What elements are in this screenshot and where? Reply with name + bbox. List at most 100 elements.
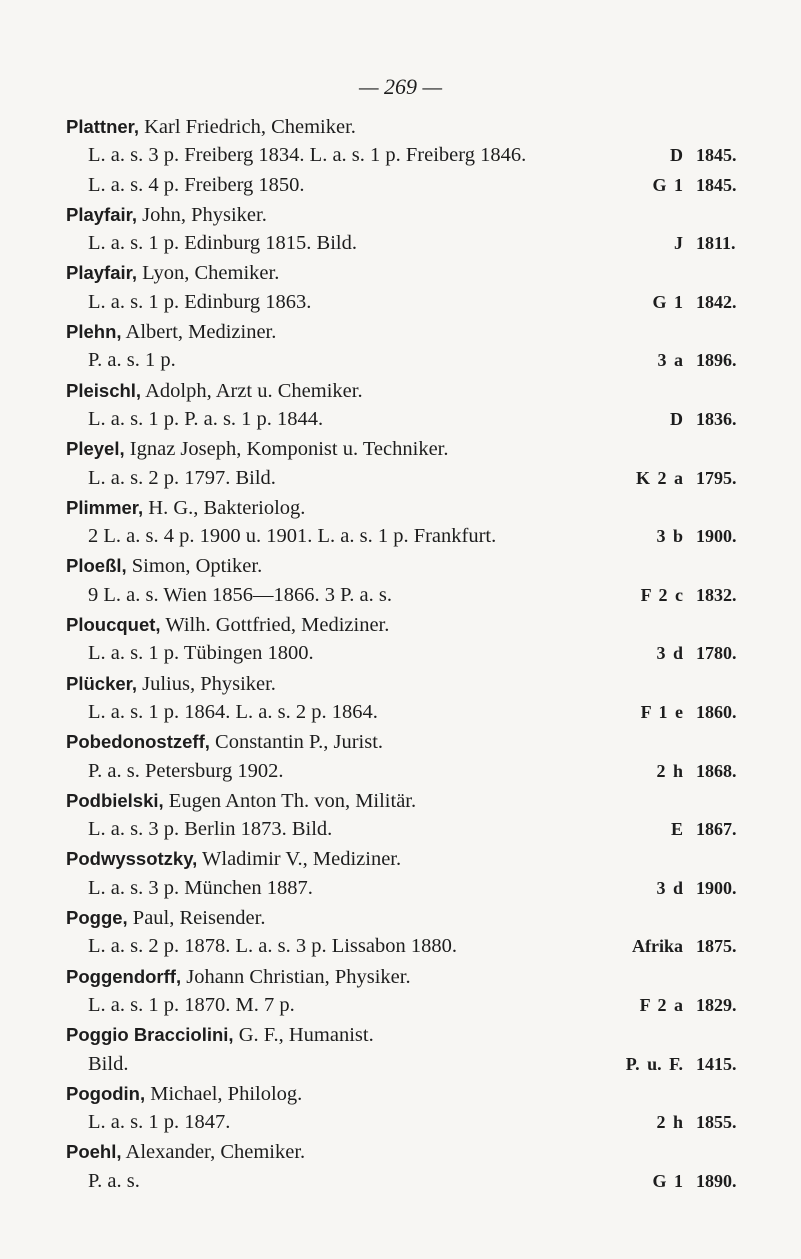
entry-line: L. a. s. 2 p. 1797. Bild. K 2 a 1795. — [66, 464, 766, 493]
signature: D — [670, 408, 683, 429]
entry-description: Constantin P., Jurist. — [215, 731, 384, 754]
entry-name: Poggio Bracciolini, — [66, 1024, 234, 1046]
line-text: P. a. s. Petersburg 1902. — [88, 759, 284, 782]
signature: E — [670, 819, 683, 840]
year: 1860. — [696, 701, 737, 722]
line-text: 2 L. a. s. 4 p. 1900 u. 1901. L. a. s. 1… — [88, 525, 497, 548]
year: 1896. — [696, 350, 737, 371]
line-text: L. a. s. 3 p. Freiberg 1834. L. a. s. 1 … — [88, 144, 527, 167]
line-text: P. a. s. 1 p. — [88, 349, 176, 372]
signature: J — [674, 233, 683, 254]
entry-description: H. G., Bakteriolog. — [148, 496, 306, 519]
entry-description: Eugen Anton Th. von, Militär. — [168, 789, 417, 812]
entry-line: L. a. s. 1 p. Edinburg 1815. Bild. J 1811. — [66, 229, 766, 258]
year: 1890. — [696, 1170, 737, 1191]
entry-heading: Pogodin, Michael, Philolog. — [66, 1079, 766, 1108]
entry-line: L. a. s. 1 p. Edinburg 1863. G 1 1842. — [66, 288, 766, 317]
signature: K 2 a — [635, 467, 683, 488]
line-text: L. a. s. 1 p. 1847. — [88, 1111, 231, 1134]
line-text: L. a. s. 1 p. 1864. L. a. s. 2 p. 1864. — [88, 700, 378, 723]
entry-name: Pleyel, — [66, 438, 125, 460]
year: 1868. — [696, 760, 737, 781]
entry-line: L. a. s. 1 p. Tübingen 1800. 3 d 1780. — [66, 639, 766, 668]
entry-heading: Podwyssotzky, Wladimir V., Mediziner. — [66, 844, 766, 873]
signature: 2 h — [656, 760, 683, 781]
year: 1829. — [696, 994, 737, 1015]
year: 1836. — [696, 408, 737, 429]
page-number: — 269 — — [358, 74, 443, 99]
entry-heading: Pobedonostzeff, Constantin P., Jurist. — [66, 727, 766, 756]
entry-heading: Plattner, Karl Friedrich, Chemiker. — [66, 112, 766, 141]
entry-line: L. a. s. 4 p. Freiberg 1850. G 1 1845. — [66, 171, 766, 200]
line-text: L. a. s. 1 p. P. a. s. 1 p. 1844. — [88, 407, 324, 430]
entry-description: Wladimir V., Mediziner. — [202, 848, 402, 871]
entry-name: Plücker, — [66, 672, 137, 694]
entry-heading: Podbielski, Eugen Anton Th. von, Militär… — [66, 786, 766, 815]
entry-line: L. a. s. 3 p. München 1887. 3 d 1900. — [66, 874, 766, 903]
entry-name: Plattner, — [66, 116, 139, 137]
entry-line: L. a. s. 1 p. 1864. L. a. s. 2 p. 1864. F… — [66, 698, 766, 727]
year: 1845. — [696, 174, 737, 195]
signature: F 2 a — [639, 994, 683, 1015]
entry-name: Pogge, — [66, 907, 128, 929]
year: 1811. — [696, 233, 736, 254]
signature: F 1 e — [640, 701, 683, 722]
entry-heading: Poehl, Alexander, Chemiker. — [66, 1137, 766, 1166]
entry-name: Poggendorff, — [66, 965, 182, 987]
line-text: L. a. s. 1 p. Edinburg 1815. Bild. — [88, 232, 357, 255]
entry-line: 2 L. a. s. 4 p. 1900 u. 1901. L. a. s. 1… — [66, 522, 766, 551]
signature: 3 d — [656, 643, 683, 664]
entry-description: John, Physiker. — [142, 203, 267, 226]
signature: D — [670, 145, 683, 166]
entry-name: Plimmer, — [66, 496, 144, 518]
line-text: L. a. s. 1 p. Edinburg 1863. — [88, 290, 312, 313]
line-text: P. a. s. — [88, 1169, 140, 1192]
line-text: L. a. s. 2 p. 1797. Bild. — [88, 466, 276, 489]
entry-line: L. a. s. 3 p. Freiberg 1834. L. a. s. 1 … — [66, 141, 766, 170]
entry-description: Johann Christian, Physiker. — [186, 965, 411, 988]
line-text: Bild. — [88, 1052, 129, 1075]
entry-heading: Poggendorff, Johann Christian, Physiker. — [66, 962, 766, 991]
year: 1795. — [696, 467, 737, 488]
year: 1415. — [696, 1053, 737, 1074]
entry-name: Podwyssotzky, — [66, 848, 198, 870]
entry-line: P. a. s. 1 p. 3 a 1896. — [66, 346, 766, 375]
year: 1780. — [696, 643, 737, 664]
entry-heading: Poggio Bracciolini, G. F., Humanist. — [66, 1020, 766, 1049]
line-text: L. a. s. 3 p. München 1887. — [88, 876, 313, 899]
entry-name: Ploucquet, — [66, 614, 161, 636]
entry-description: Adolph, Arzt u. Chemiker. — [145, 379, 363, 402]
entry-line: L. a. s. 2 p. 1878. L. a. s. 3 p. Lissab… — [66, 932, 766, 961]
entry-description: Albert, Mediziner. — [125, 321, 277, 344]
entry-line: L. a. s. 1 p. P. a. s. 1 p. 1844. D 1836. — [66, 405, 766, 434]
entry-heading: Pleyel, Ignaz Joseph, Komponist u. Techn… — [66, 434, 766, 463]
year: 1855. — [696, 1112, 737, 1133]
signature: G 1 — [652, 291, 683, 312]
entry-description: Ignaz Joseph, Komponist u. Techniker. — [129, 438, 449, 461]
year: 1875. — [696, 936, 737, 957]
entry-heading: Playfair, John, Physiker. — [66, 200, 766, 229]
signature: F 2 c — [640, 584, 683, 605]
signature: 3 b — [656, 526, 683, 547]
entry-heading: Plücker, Julius, Physiker. — [66, 669, 766, 698]
line-text: L. a. s. 2 p. 1878. L. a. s. 3 p. Lissab… — [88, 935, 457, 958]
entry-line: L. a. s. 3 p. Berlin 1873. Bild. E 1867. — [66, 815, 766, 844]
entry-name: Pogodin, — [66, 1082, 146, 1104]
entry-line: L. a. s. 1 p. 1847. 2 h 1855. — [66, 1108, 766, 1137]
entry-description: Simon, Optiker. — [131, 555, 263, 578]
line-text: L. a. s. 3 p. Berlin 1873. Bild. — [88, 818, 333, 841]
entry-description: Michael, Philolog. — [150, 1082, 303, 1105]
year: 1867. — [696, 819, 737, 840]
signature: 3 d — [656, 877, 683, 898]
entry-line: P. a. s. Petersburg 1902. 2 h 1868. — [66, 757, 766, 786]
year: 1842. — [696, 291, 737, 312]
entry-description: Julius, Physiker. — [142, 672, 276, 695]
line-text: L. a. s. 1 p. Tübingen 1800. — [88, 642, 314, 665]
entry-list: Plattner, Karl Friedrich, Chemiker. L. a.… — [66, 112, 766, 1196]
entry-line: 9 L. a. s. Wien 1856—1866. 3 P. a. s. F 2… — [66, 581, 766, 610]
entry-line: L. a. s. 1 p. 1870. M. 7 p. F 2 a 1829. — [66, 991, 766, 1020]
line-text: L. a. s. 4 p. Freiberg 1850. — [88, 173, 305, 196]
entry-name: Playfair, — [66, 262, 137, 284]
signature: P. u. F. — [625, 1053, 683, 1074]
line-text: 9 L. a. s. Wien 1856—1866. 3 P. a. s. — [88, 583, 393, 606]
